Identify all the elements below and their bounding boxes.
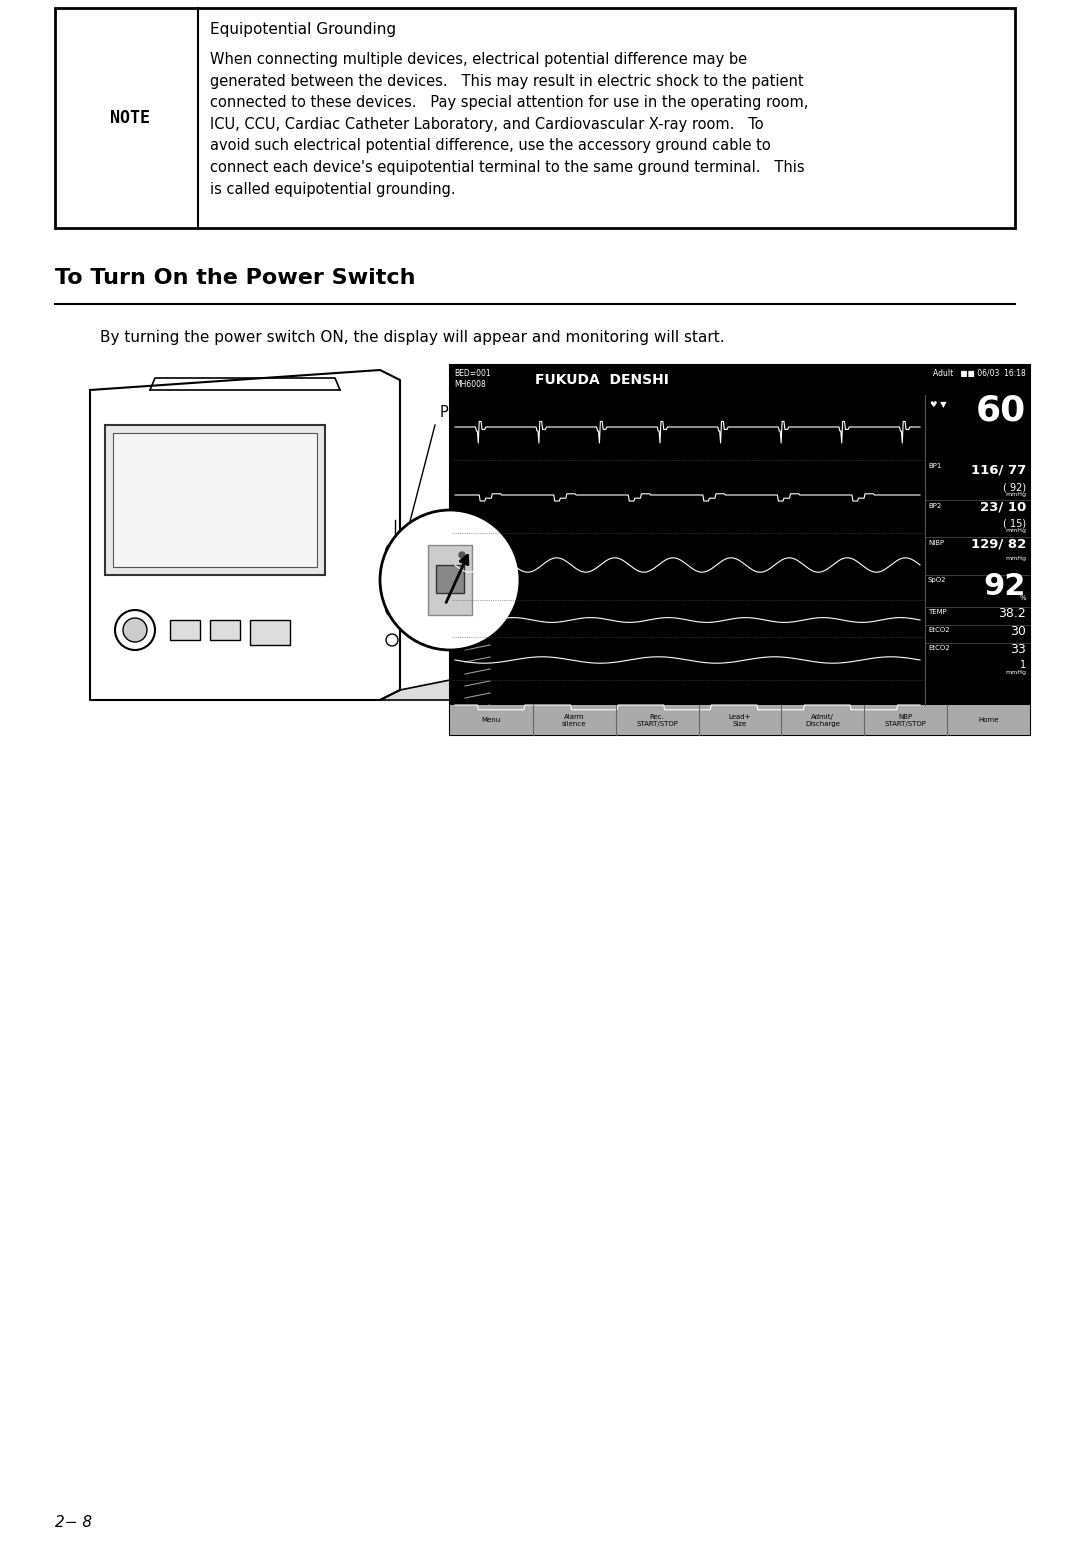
Text: 116/ 77: 116/ 77 [971,463,1026,477]
Bar [55,8,1014,227]
Circle shape [459,552,465,558]
Bar [113,433,317,567]
Circle shape [115,611,155,650]
Text: BP1: BP1 [928,463,942,469]
Text: Home: Home [978,717,998,723]
Text: 33: 33 [1010,643,1026,656]
Bar [250,620,290,645]
Circle shape [123,619,148,642]
Text: By turning the power switch ON, the display will appear and monitoring will star: By turning the power switch ON, the disp… [100,330,725,344]
Text: Menu: Menu [482,717,501,723]
Text: mmHg: mmHg [1005,556,1026,561]
Polygon shape [379,670,500,700]
Circle shape [386,544,398,556]
Polygon shape [90,369,400,700]
Bar [436,566,464,594]
Text: When connecting multiple devices, electrical potential difference may be
generat: When connecting multiple devices, electr… [210,51,808,196]
Bar [105,425,325,575]
Text: BP2: BP2 [928,503,941,509]
Text: To Turn On the Power Switch: To Turn On the Power Switch [55,268,416,288]
Text: %: % [1020,595,1026,601]
Bar [428,545,472,615]
Text: Admit/
Discharge: Admit/ Discharge [805,714,840,726]
Text: BED=001
MH6008: BED=001 MH6008 [454,369,491,390]
Text: Equipotential Grounding: Equipotential Grounding [210,22,397,37]
Text: TEMP: TEMP [928,609,947,615]
Text: 30: 30 [1010,625,1026,637]
Text: NBP
START/STOP: NBP START/STOP [885,714,927,726]
Text: Rec.
START/STOP: Rec. START/STOP [636,714,678,726]
Circle shape [386,634,398,647]
Circle shape [386,605,398,615]
Text: mmHg: mmHg [1005,492,1026,497]
Text: ( 92): ( 92) [1003,481,1026,492]
Text: FUKUDA  DENSHI: FUKUDA DENSHI [534,372,669,386]
Bar [450,706,1031,735]
Text: mmHg: mmHg [1005,528,1026,533]
Text: Power Switch: Power Switch [440,405,538,421]
Text: EtCO2: EtCO2 [928,645,949,651]
Circle shape [379,509,520,650]
Text: 129/ 82: 129/ 82 [971,538,1026,550]
Text: Adult   ■■ 06/03  16:18: Adult ■■ 06/03 16:18 [933,369,1026,379]
Text: EtCO2: EtCO2 [928,626,949,633]
Text: 60: 60 [976,393,1026,427]
Bar [450,365,1031,735]
Text: 92: 92 [983,572,1026,601]
Bar [170,620,200,640]
Text: Alarm
silence: Alarm silence [562,714,587,726]
Text: 1: 1 [1020,661,1026,670]
Text: SpO2: SpO2 [928,576,946,583]
Text: ♥ ▼: ♥ ▼ [930,400,947,410]
Circle shape [386,573,398,586]
Text: mmHg: mmHg [1005,670,1026,675]
Text: Lead+
Size: Lead+ Size [729,714,752,726]
Text: NIBP: NIBP [928,541,944,545]
Text: ( 15): ( 15) [1003,519,1026,530]
Text: NOTE: NOTE [110,109,150,128]
Bar [210,620,241,640]
Text: 23/ 10: 23/ 10 [980,500,1026,513]
Text: 2− 8: 2− 8 [55,1514,92,1530]
Text: 38.2: 38.2 [998,608,1026,620]
